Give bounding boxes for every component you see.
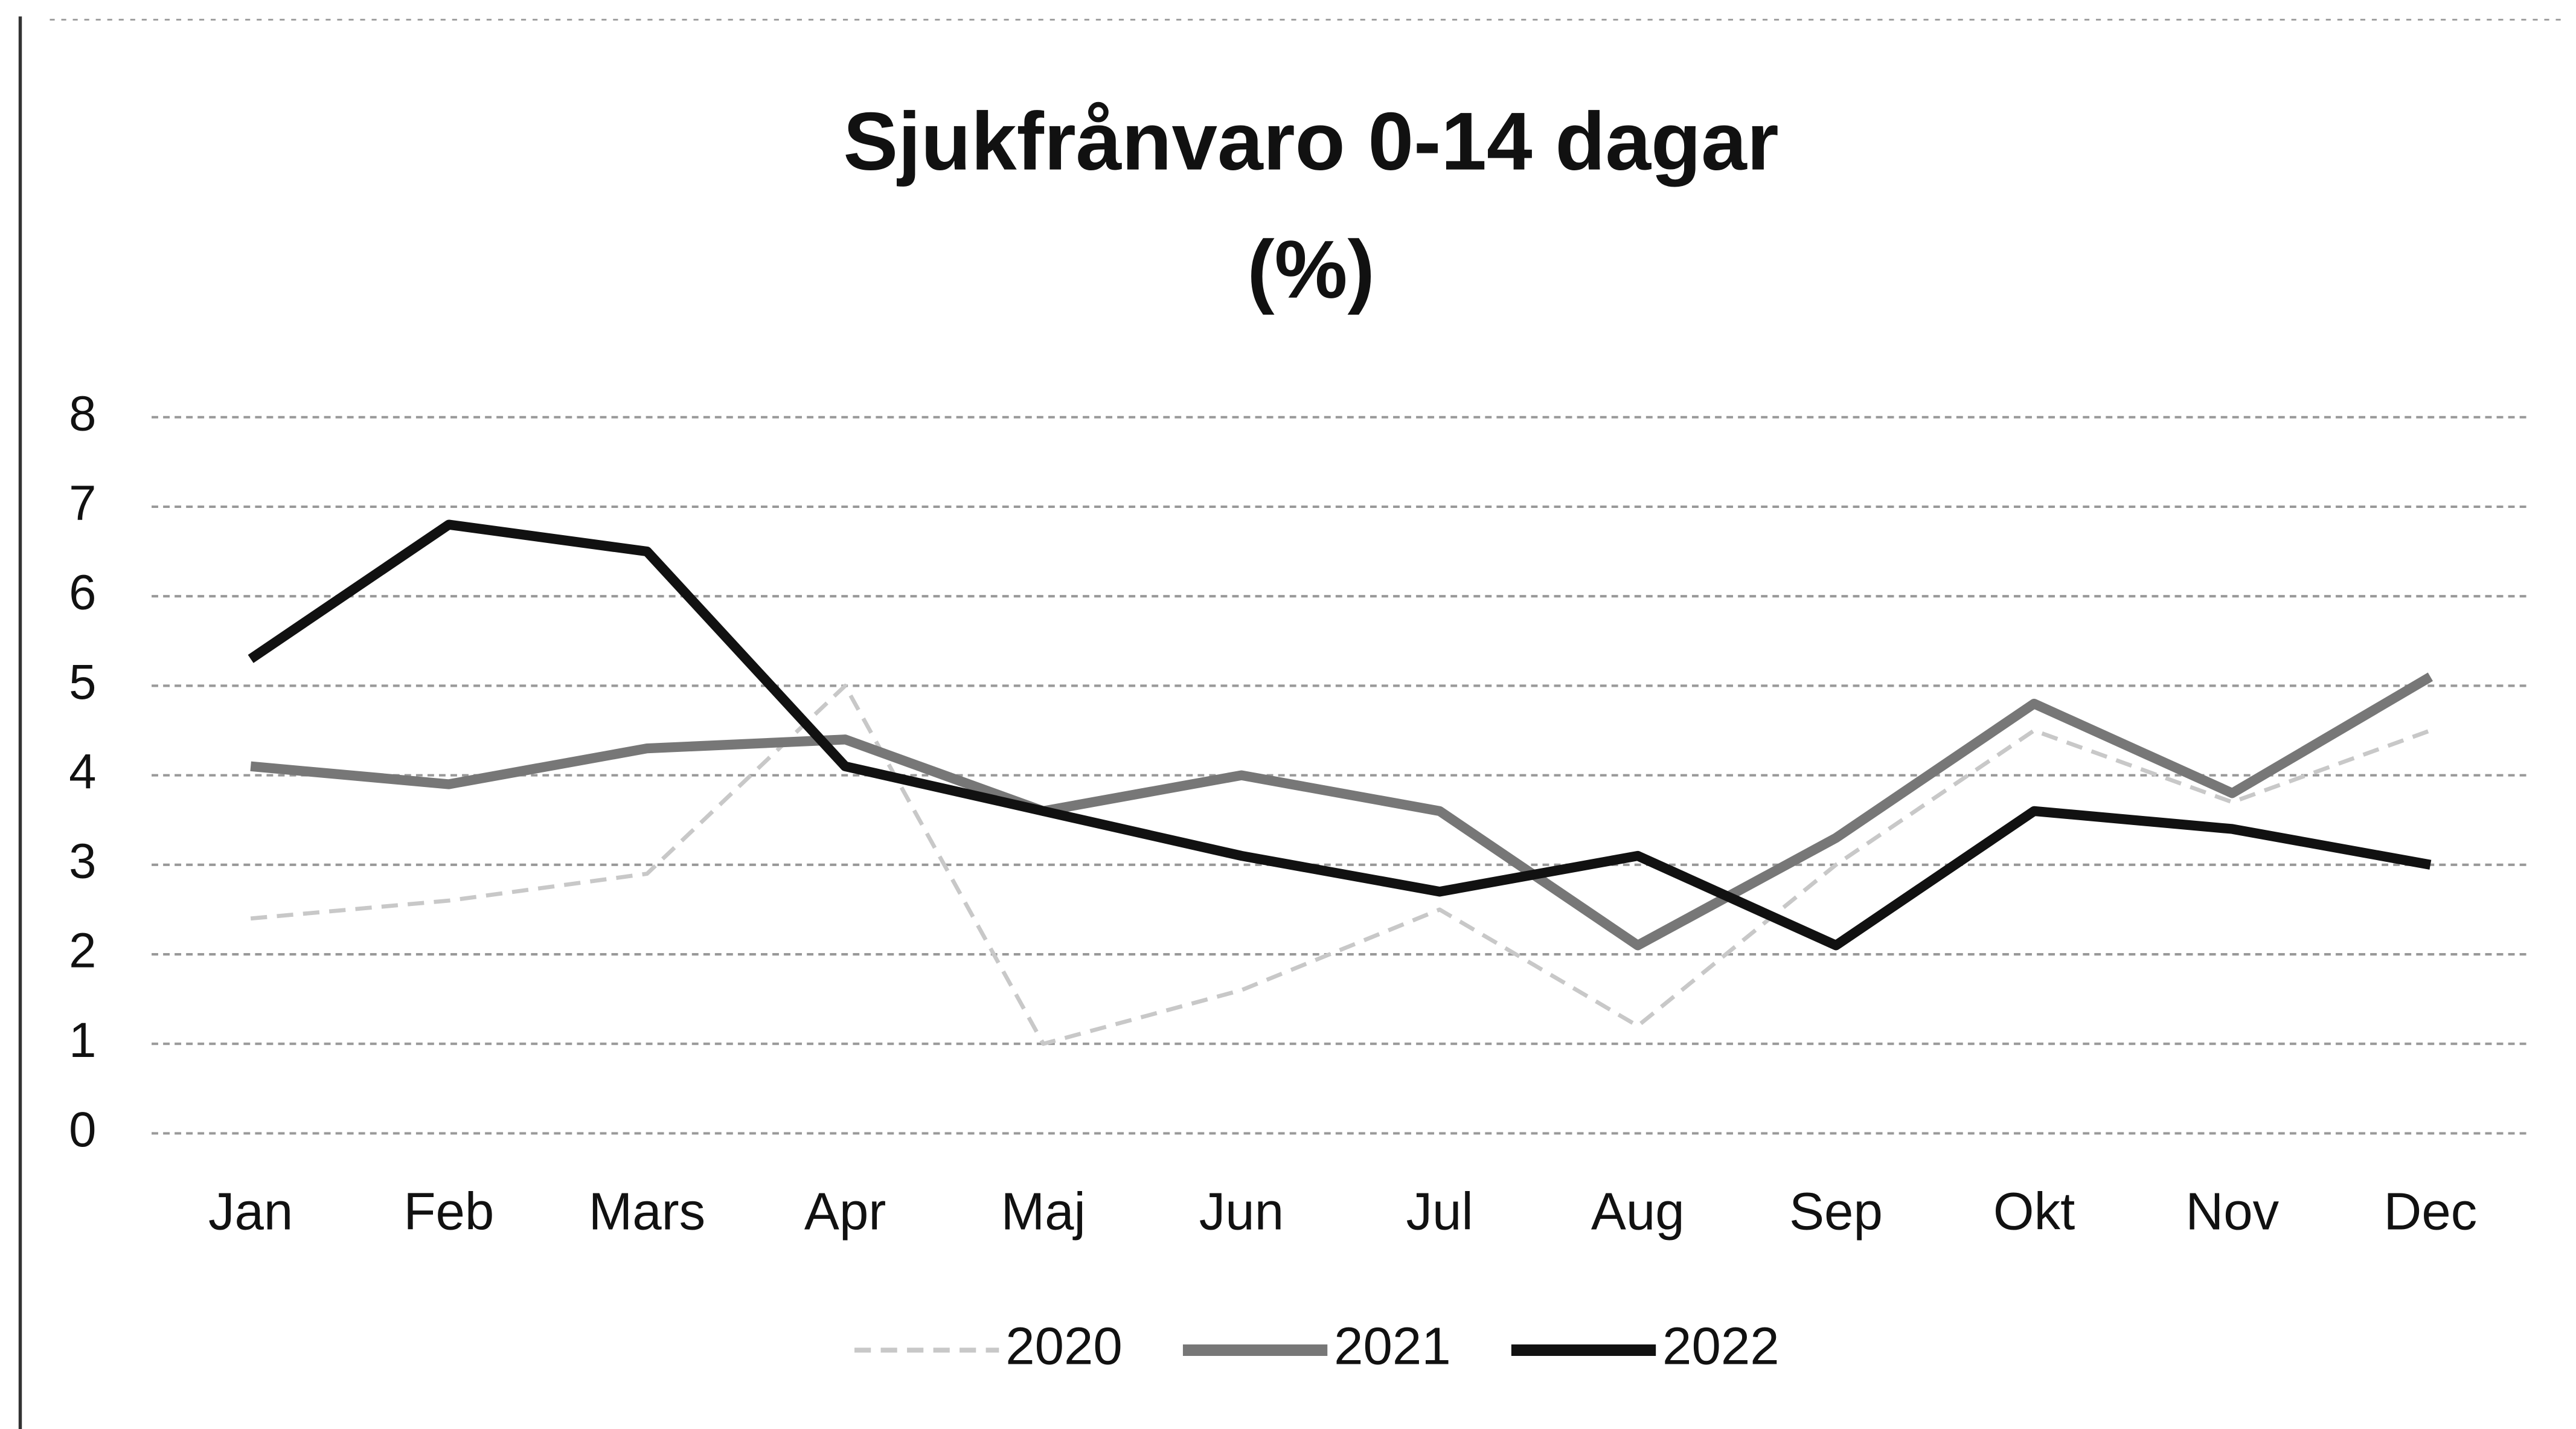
- y-tick-label: 0: [69, 1102, 96, 1157]
- line-series: [248, 519, 2432, 951]
- y-tick-label: 4: [69, 744, 96, 799]
- legend-label: 2021: [1334, 1317, 1451, 1375]
- y-tick-label: 8: [69, 386, 96, 441]
- x-tick-label: Dec: [2384, 1182, 2478, 1241]
- y-tick-label: 3: [69, 833, 96, 888]
- x-tick-label: Sep: [1789, 1182, 1883, 1241]
- x-tick-label: Feb: [403, 1182, 494, 1241]
- x-tick-label: Apr: [804, 1182, 886, 1241]
- y-tick-label: 2: [69, 923, 96, 978]
- line-series: [250, 672, 2433, 951]
- line-series: [250, 684, 2432, 1046]
- x-tick-label: Jul: [1406, 1182, 1473, 1241]
- legend-label: 2022: [1662, 1317, 1780, 1375]
- x-tick-label: Aug: [1591, 1182, 1685, 1241]
- x-tick-label: Jun: [1199, 1182, 1284, 1241]
- chart-title: (%): [1247, 223, 1374, 315]
- x-tick-label: Okt: [1993, 1182, 2075, 1241]
- x-tick-label: Maj: [1001, 1182, 1086, 1241]
- y-tick-label: 5: [69, 655, 96, 710]
- legend-label: 2020: [1005, 1317, 1123, 1375]
- y-tick-label: 6: [69, 565, 96, 620]
- chart-title: Sjukfrånvaro 0-14 dagar: [843, 95, 1778, 187]
- x-tick-label: Jan: [208, 1182, 293, 1241]
- y-tick-label: 1: [69, 1013, 96, 1068]
- x-tick-label: Nov: [2185, 1182, 2279, 1241]
- y-tick-label: 7: [69, 476, 96, 531]
- x-tick-label: Mars: [589, 1182, 705, 1241]
